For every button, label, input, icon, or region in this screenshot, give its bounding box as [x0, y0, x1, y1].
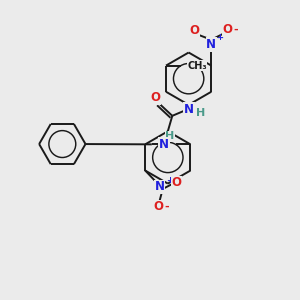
Text: N: N	[184, 103, 194, 116]
Text: O: O	[190, 24, 200, 37]
Text: CH₃: CH₃	[188, 61, 207, 70]
Text: O: O	[222, 23, 232, 36]
Text: O: O	[154, 200, 164, 213]
Text: N: N	[155, 180, 165, 194]
Text: O: O	[172, 176, 182, 190]
Text: +: +	[166, 176, 173, 185]
Text: -: -	[165, 202, 170, 212]
Text: -: -	[233, 25, 238, 34]
Text: H: H	[196, 108, 206, 118]
Text: H: H	[165, 131, 174, 141]
Text: N: N	[159, 138, 169, 151]
Text: N: N	[206, 38, 216, 51]
Text: +: +	[216, 33, 223, 42]
Text: O: O	[150, 92, 160, 104]
